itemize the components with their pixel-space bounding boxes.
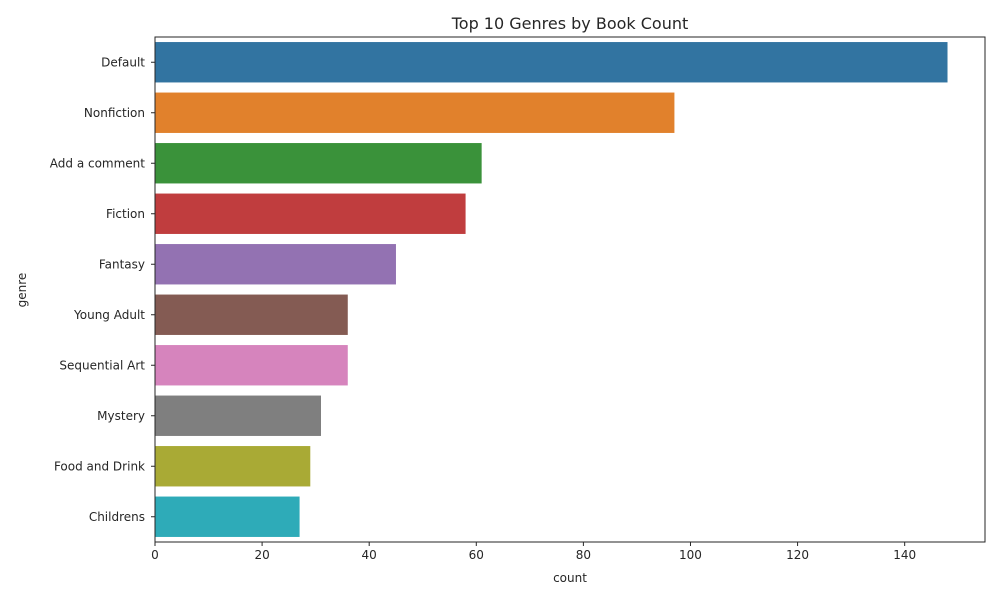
y-tick-label: Nonfiction <box>84 106 145 120</box>
bar <box>155 496 300 537</box>
x-ticks: 0 20 40 60 80 100 120 140 <box>151 542 916 562</box>
y-tick-label: Fantasy <box>99 257 145 271</box>
bar <box>155 395 321 436</box>
y-tick-label: Default <box>101 55 145 69</box>
x-tick-label: 0 <box>151 548 159 562</box>
x-tick-label: 20 <box>254 548 269 562</box>
bar <box>155 446 311 487</box>
y-tick-label: Add a comment <box>50 156 146 170</box>
y-tick-label: Food and Drink <box>54 459 145 473</box>
x-tick-label: 120 <box>786 548 809 562</box>
x-axis-title: count <box>553 571 587 585</box>
y-axis-title: genre <box>15 273 29 308</box>
x-tick-label: 100 <box>679 548 702 562</box>
y-tick-labels: Default Nonfiction Add a comment Fiction Fan… <box>50 55 155 524</box>
chart-title: Top 10 Genres by Book Count <box>451 14 689 33</box>
bar <box>155 193 466 234</box>
bars-group <box>155 42 948 537</box>
y-tick-label: Sequential Art <box>59 358 145 372</box>
y-tick-label: Mystery <box>97 409 145 423</box>
bar <box>155 345 348 386</box>
y-tick-label: Childrens <box>89 510 145 524</box>
bar <box>155 92 675 133</box>
bar <box>155 244 396 285</box>
bar <box>155 143 482 184</box>
x-tick-label: 60 <box>469 548 484 562</box>
y-tick-label: Young Adult <box>73 308 145 322</box>
x-tick-label: 80 <box>576 548 591 562</box>
plot-frame <box>154 36 986 543</box>
y-tick-label: Fiction <box>106 207 145 221</box>
bar <box>155 294 348 335</box>
x-tick-label: 140 <box>893 548 916 562</box>
x-tick-label: 40 <box>362 548 377 562</box>
bar <box>155 42 948 83</box>
